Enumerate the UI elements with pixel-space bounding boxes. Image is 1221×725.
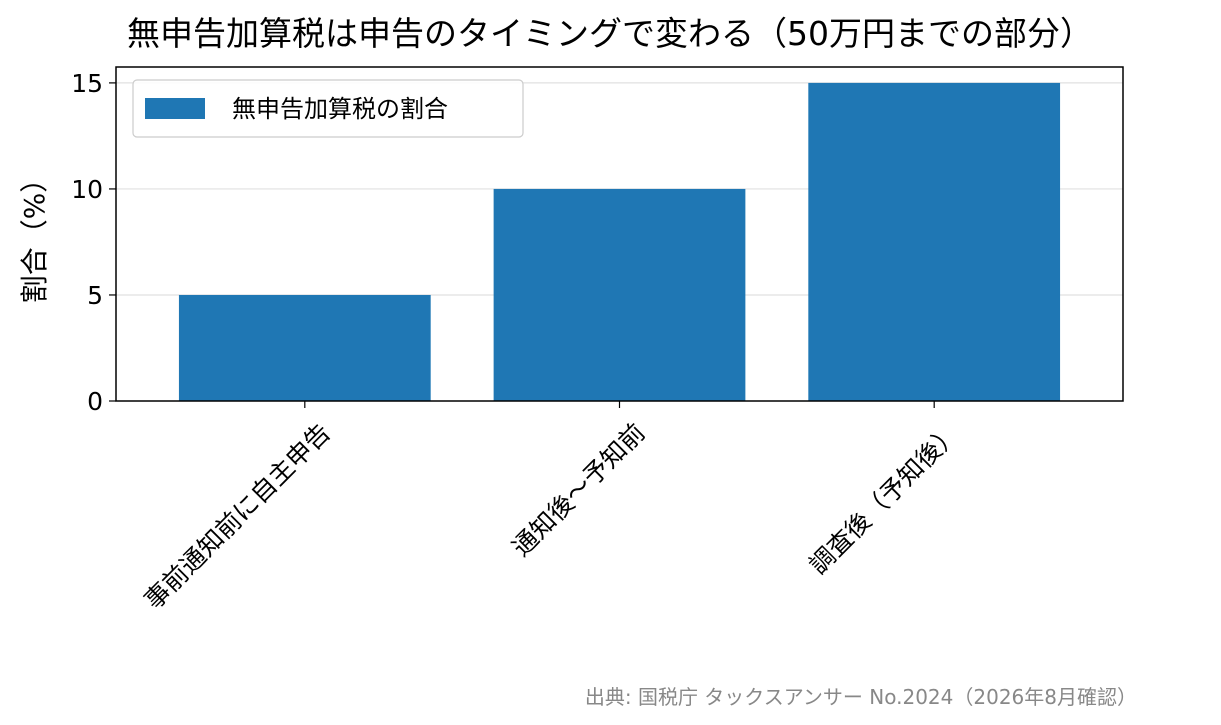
legend-swatch: [145, 98, 205, 119]
bar: [808, 82, 1061, 402]
bar: [493, 188, 746, 401]
bars: [178, 82, 1061, 402]
y-axis: 0 5 10 15: [71, 69, 116, 416]
y-tick-label: 0: [87, 387, 103, 416]
y-tick-label: 5: [87, 281, 103, 310]
y-axis-label: 割合（%）: [18, 165, 51, 304]
legend-box: [132, 79, 524, 138]
bar: [178, 294, 431, 401]
y-tick-label: 10: [71, 175, 103, 204]
legend-label: 無申告加算税の割合: [232, 95, 448, 123]
x-tick-label: 通知後〜予知前: [506, 418, 650, 562]
x-axis: 事前通知前に自主申告 通知後〜予知前 調査後（予知後）: [139, 401, 966, 615]
x-tick-label: 調査後（予知後）: [804, 418, 966, 580]
chart-title: 無申告加算税は申告のタイミングで変わる（50万円までの部分）: [127, 14, 1093, 53]
x-tick-label: 事前通知前に自主申告: [139, 418, 336, 615]
source-note: 出典: 国税庁 タックスアンサー No.2024（2026年8月確認）: [585, 685, 1137, 709]
y-tick-label: 15: [71, 69, 103, 98]
legend: 無申告加算税の割合: [132, 79, 524, 138]
